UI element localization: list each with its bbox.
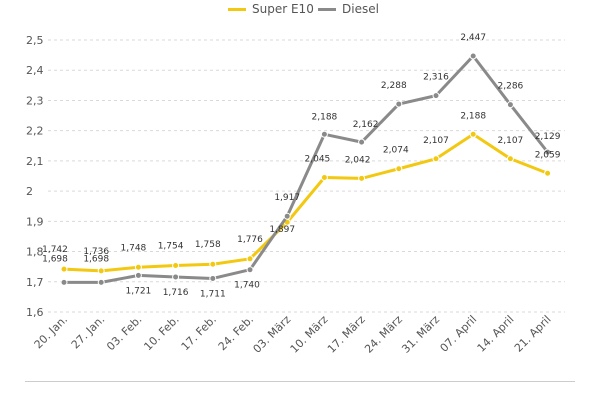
data-label: 1,748 — [121, 243, 147, 253]
data-label: 2,129 — [535, 132, 561, 142]
data-point — [60, 265, 68, 273]
data-label: 1,897 — [269, 225, 295, 235]
data-label: 1,917 — [274, 193, 300, 203]
data-point — [209, 260, 217, 268]
y-tick-label: 1,7 — [26, 276, 44, 289]
y-tick-label: 2 — [26, 185, 33, 198]
data-point — [209, 274, 217, 282]
legend-item-super-e10[interactable]: Super E10 — [228, 2, 314, 16]
data-point — [246, 255, 254, 263]
legend-swatch-diesel — [318, 7, 336, 11]
x-tick-label: 21. April — [512, 313, 554, 355]
data-point — [97, 278, 105, 286]
data-point — [134, 263, 142, 271]
x-tick-label: 27. Jan. — [69, 313, 108, 352]
bottom-divider — [25, 381, 575, 382]
data-point — [172, 273, 180, 281]
y-tick-label: 2,3 — [26, 94, 44, 107]
data-label: 1,776 — [237, 235, 263, 245]
data-point — [358, 174, 366, 182]
data-point — [320, 130, 328, 138]
series-line-diesel — [64, 54, 549, 284]
data-label: 1,711 — [200, 289, 226, 299]
data-point — [320, 174, 328, 182]
legend-swatch-super-e10 — [228, 7, 246, 11]
data-label: 2,059 — [535, 150, 561, 160]
data-point — [395, 165, 403, 173]
x-tick-label: 17. März — [325, 313, 368, 356]
data-point — [544, 148, 552, 156]
y-tick-label: 1,9 — [26, 215, 44, 228]
data-label: 1,742 — [42, 245, 68, 255]
x-tick-label: 10. Feb. — [141, 313, 181, 353]
y-tick-label: 2,2 — [26, 125, 44, 138]
data-label: 2,447 — [460, 33, 486, 43]
data-point — [506, 155, 514, 163]
y-tick-label: 1,8 — [26, 246, 44, 259]
legend-label-diesel: Diesel — [342, 2, 379, 16]
legend-item-diesel[interactable]: Diesel — [318, 2, 379, 16]
data-point — [432, 155, 440, 163]
data-point — [60, 278, 68, 286]
x-tick-label: 14. April — [475, 313, 517, 355]
data-label: 2,042 — [345, 155, 371, 165]
data-point — [246, 266, 254, 274]
data-label: 1,740 — [234, 281, 260, 291]
legend-label-super-e10: Super E10 — [252, 2, 314, 16]
data-point — [283, 212, 291, 220]
data-point — [432, 92, 440, 100]
y-tick-label: 2,5 — [26, 34, 44, 47]
data-point — [97, 267, 105, 275]
data-label: 2,162 — [353, 120, 379, 130]
data-label: 2,288 — [381, 81, 407, 91]
x-tick-label: 24. März — [362, 313, 405, 356]
y-tick-label: 2,1 — [26, 155, 44, 168]
data-label: 1,758 — [195, 240, 221, 250]
data-point — [469, 52, 477, 60]
data-point — [544, 169, 552, 177]
x-tick-label: 03. März — [251, 313, 294, 356]
y-tick-label: 1,6 — [26, 306, 44, 319]
data-label: 2,188 — [460, 111, 486, 121]
data-label: 2,045 — [305, 155, 331, 165]
data-label: 1,716 — [163, 288, 189, 298]
data-point — [358, 138, 366, 146]
series-line-super-e10 — [63, 132, 549, 273]
data-point — [395, 100, 403, 108]
x-tick-label: 07. April — [438, 313, 480, 355]
data-label: 2,107 — [423, 136, 449, 146]
data-point — [134, 271, 142, 279]
data-point — [506, 101, 514, 109]
data-label: 2,316 — [423, 73, 449, 83]
data-label: 1,698 — [42, 254, 68, 264]
data-label: 1,736 — [83, 247, 109, 257]
y-tick-label: 2,4 — [26, 64, 44, 77]
data-point — [172, 261, 180, 269]
data-label: 2,107 — [498, 136, 524, 146]
data-label: 1,698 — [83, 254, 109, 264]
x-tick-label: 10. März — [288, 313, 331, 356]
legend: Super E10 Diesel — [0, 0, 600, 22]
data-label: 1,721 — [126, 286, 152, 296]
data-label: 1,754 — [158, 241, 184, 251]
x-tick-label: 03. Feb. — [104, 313, 144, 353]
x-tick-label: 31. März — [399, 313, 442, 356]
x-tick-label: 17. Feb. — [179, 313, 219, 353]
data-label: 2,286 — [498, 82, 524, 92]
data-label: 2,188 — [312, 112, 338, 122]
data-label: 2,074 — [383, 146, 409, 156]
data-point — [469, 130, 477, 138]
